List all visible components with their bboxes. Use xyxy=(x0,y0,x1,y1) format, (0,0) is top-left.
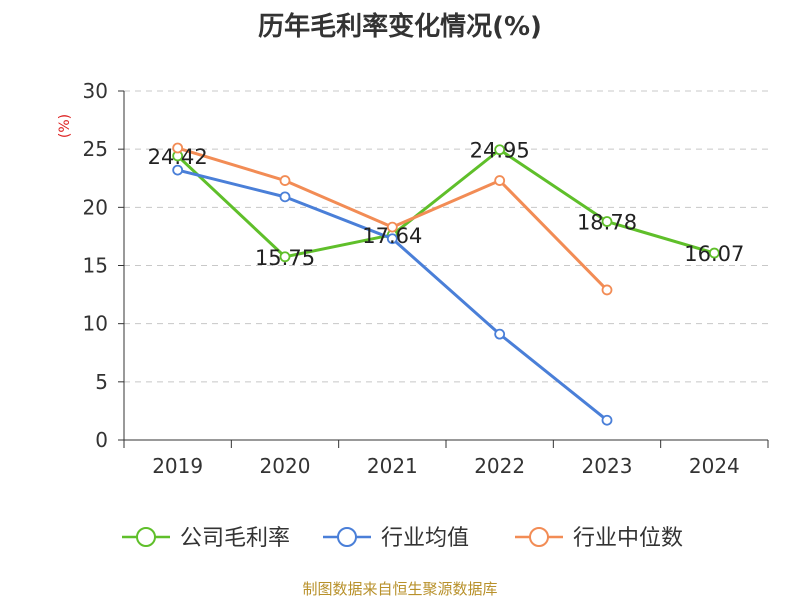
y-tick-label: 15 xyxy=(83,254,108,278)
legend-label: 行业均值 xyxy=(381,526,469,551)
legend: 公司毛利率 行业均值 行业中位数 xyxy=(122,526,683,551)
x-tick-label: 2019 xyxy=(152,454,203,478)
data-label: 15.75 xyxy=(255,246,315,270)
x-tick-label: 2022 xyxy=(474,454,525,478)
data-label: 18.78 xyxy=(577,211,637,235)
y-axis-label: (%) xyxy=(57,114,73,138)
series-lines xyxy=(172,142,720,426)
series-line-3 xyxy=(177,146,609,291)
y-tick-label: 20 xyxy=(83,195,108,219)
series-line-1 xyxy=(176,148,715,259)
chart-title: 历年毛利率变化情况(%) xyxy=(258,12,542,42)
data-point xyxy=(386,221,398,233)
source-note: 制图数据来自恒生聚源数据库 xyxy=(302,580,498,598)
data-label: 24.42 xyxy=(148,145,208,169)
data-point xyxy=(708,247,720,259)
data-label: 16.07 xyxy=(684,242,744,266)
data-point xyxy=(172,164,184,176)
y-tick-label: 0 xyxy=(95,428,108,452)
data-label: 24.95 xyxy=(470,139,530,163)
legend-swatch-marker xyxy=(337,527,357,547)
x-tick-label: 2021 xyxy=(367,454,418,478)
data-point xyxy=(494,175,506,186)
data-point xyxy=(494,144,506,156)
data-label: 17.64 xyxy=(362,224,422,248)
y-tick-label: 5 xyxy=(95,370,108,394)
data-point xyxy=(279,175,291,186)
x-tick-label: 2020 xyxy=(260,454,311,478)
legend-label: 公司毛利率 xyxy=(180,526,290,551)
data-point xyxy=(601,414,613,426)
axes: 0 5 10 15 20 25 30 2019 2020 2021 2022 2023 2024 (%) xyxy=(57,79,769,478)
data-point xyxy=(172,142,184,154)
legend-label: 行业中位数 xyxy=(573,526,683,551)
grid-lines xyxy=(124,90,768,383)
data-point xyxy=(279,251,291,263)
legend-swatch-marker xyxy=(136,527,156,547)
y-tick-label: 10 xyxy=(83,312,108,336)
data-point xyxy=(601,216,613,227)
data-point xyxy=(601,284,613,296)
data-point xyxy=(386,233,398,245)
x-tick-label: 2023 xyxy=(582,454,633,478)
data-point xyxy=(494,328,506,340)
data-point xyxy=(279,191,291,203)
data-labels: 24.42 15.75 17.64 24.95 18.78 16.07 xyxy=(148,139,745,270)
y-tick-label: 25 xyxy=(83,137,108,161)
legend-swatch-marker xyxy=(529,527,549,547)
x-tick-label: 2024 xyxy=(689,454,740,478)
y-tick-label: 30 xyxy=(83,79,108,103)
